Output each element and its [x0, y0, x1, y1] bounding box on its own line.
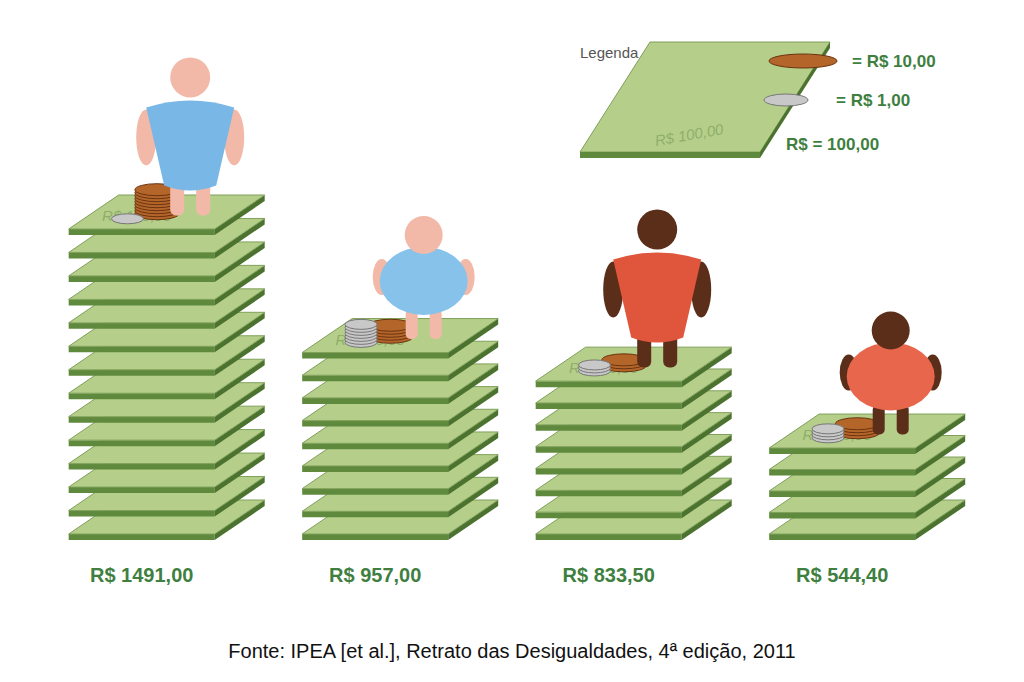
svg-text:Legenda: Legenda	[580, 44, 639, 61]
svg-text:R$ 544,40: R$ 544,40	[796, 564, 888, 586]
svg-text:R$ 100,00: R$ 100,00	[102, 207, 172, 224]
svg-text:= R$ 10,00: = R$ 10,00	[852, 52, 936, 71]
html-text:Fonte: IPEA [et al.], Retrato: Fonte: IPEA [et al.], Retrato das Desigu…	[228, 640, 796, 662]
svg-text:R$ = 100,00: R$ = 100,00	[786, 135, 879, 154]
svg-text:R$ 957,00: R$ 957,00	[329, 564, 421, 586]
svg-text:= R$ 1,00: = R$ 1,00	[836, 91, 910, 110]
svg-text:R$ 100,00: R$ 100,00	[653, 120, 725, 149]
svg-text:R$ 100,00: R$ 100,00	[569, 359, 639, 377]
svg-text:R$ 833,50: R$ 833,50	[563, 564, 655, 586]
svg-text:R$ 1491,00: R$ 1491,00	[90, 564, 193, 586]
